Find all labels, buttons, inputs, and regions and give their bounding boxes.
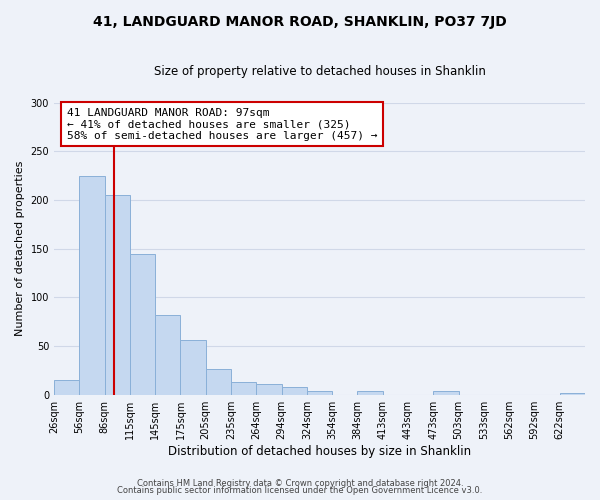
Y-axis label: Number of detached properties: Number of detached properties xyxy=(15,161,25,336)
Bar xyxy=(206,370,231,394)
Bar xyxy=(358,391,383,394)
Bar xyxy=(231,382,256,394)
Bar xyxy=(155,315,181,394)
Bar xyxy=(307,391,332,394)
Title: Size of property relative to detached houses in Shanklin: Size of property relative to detached ho… xyxy=(154,65,485,78)
Text: Contains public sector information licensed under the Open Government Licence v3: Contains public sector information licen… xyxy=(118,486,482,495)
X-axis label: Distribution of detached houses by size in Shanklin: Distribution of detached houses by size … xyxy=(168,444,471,458)
Bar xyxy=(433,391,458,394)
Bar xyxy=(181,340,206,394)
Text: 41, LANDGUARD MANOR ROAD, SHANKLIN, PO37 7JD: 41, LANDGUARD MANOR ROAD, SHANKLIN, PO37… xyxy=(93,15,507,29)
Bar xyxy=(256,384,281,394)
Bar xyxy=(130,254,155,394)
Bar xyxy=(104,195,130,394)
Bar xyxy=(560,393,585,394)
Bar xyxy=(54,380,79,394)
Text: Contains HM Land Registry data © Crown copyright and database right 2024.: Contains HM Land Registry data © Crown c… xyxy=(137,478,463,488)
Text: 41 LANDGUARD MANOR ROAD: 97sqm
← 41% of detached houses are smaller (325)
58% of: 41 LANDGUARD MANOR ROAD: 97sqm ← 41% of … xyxy=(67,108,377,141)
Bar xyxy=(281,387,307,394)
Bar xyxy=(79,176,104,394)
